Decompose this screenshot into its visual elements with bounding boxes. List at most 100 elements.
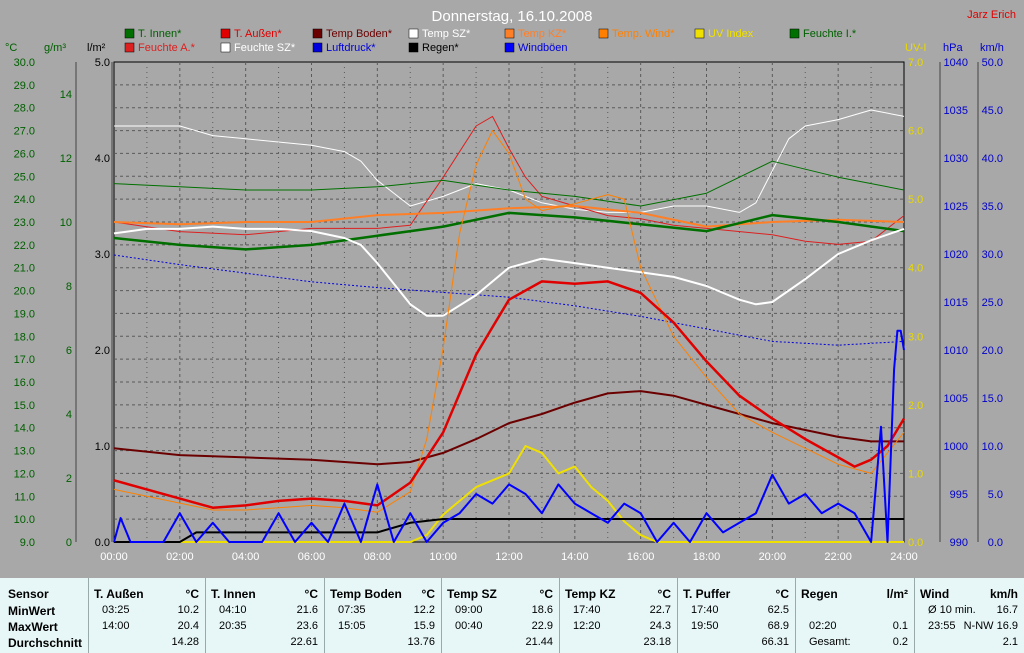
series-lines	[113, 109, 906, 543]
temperature-axis-tick-label: 27.0	[14, 126, 35, 138]
temperature-axis-tick-label: 23.0	[14, 217, 35, 229]
temperature-axis-tick-label: 29.0	[14, 80, 35, 92]
legend-swatch	[124, 28, 135, 39]
wind-axis-tick-label: 40.0	[982, 153, 1003, 165]
legend-swatch	[504, 42, 515, 53]
uv-axis-tick-label: 7.0	[908, 57, 923, 69]
rain-axis-tick-label: 5.0	[95, 57, 110, 69]
stats-column: Temp Boden °C 07:35 12.2 15:05 15.9 13.76	[324, 578, 442, 653]
temperature-axis-tick-label: 30.0	[14, 57, 35, 69]
x-tick-label: 20:00	[759, 551, 787, 563]
stats-min-value: 22.7	[649, 604, 671, 616]
stats-unit: km/h	[989, 587, 1018, 601]
stats-unit: °C	[657, 587, 671, 601]
series-line-temp-wind	[113, 130, 905, 513]
humidity-axis-unit-label: g/m³	[44, 42, 66, 54]
sensor-header: Sensor	[8, 587, 49, 601]
temperature-axis-tick-label: 10.0	[14, 514, 35, 526]
wind-axis-unit-label: km/h	[980, 42, 1004, 54]
series-line-temp-boden	[113, 390, 904, 466]
legend: T. Innen* T. Außen* Temp Boden* Temp SZ* Tem…	[124, 28, 857, 54]
wind-axis-tick-label: 50.0	[982, 57, 1003, 69]
stats-max-time: 20:35	[219, 620, 247, 632]
stats-average: 21.44	[525, 636, 553, 648]
stats-min-time: 17:40	[573, 604, 601, 616]
uv-axis-tick-label: 1.0	[908, 468, 923, 480]
series-line-regen	[114, 518, 904, 543]
legend-swatch	[789, 28, 800, 39]
humidity-axis-tick-label: 4	[66, 409, 72, 421]
wind-axis-tick-label: 0.0	[988, 537, 1003, 549]
legend-swatch	[220, 28, 231, 39]
stats-min-value: 12.2	[413, 604, 435, 616]
stats-max-time: 14:00	[102, 620, 130, 632]
pressure-axis-tick-label: 1035	[944, 105, 968, 117]
stats-sensor-name: T. Außen	[94, 587, 144, 601]
x-tick-label: 06:00	[298, 551, 326, 563]
stats-sensor-name: Wind	[920, 587, 950, 601]
stats-column: Temp KZ °C 17:40 22.7 12:20 24.3 23.18	[559, 578, 678, 653]
stats-max-value: N-NW 16.9	[963, 620, 1018, 632]
stats-min-value: 16.7	[996, 604, 1018, 616]
humidity-axis-tick-label: 14	[60, 89, 72, 101]
x-tick-label: 02:00	[166, 551, 194, 563]
legend-label: Feuchte I.*	[803, 28, 857, 40]
stats-column: T. Innen °C 04:10 21.6 20:35 23.6 22.61	[205, 578, 325, 653]
stats-max-value: 23.6	[296, 620, 318, 632]
uv-axis-tick-label: 0.0	[908, 537, 923, 549]
stats-average: 0.2	[892, 636, 908, 648]
pressure-axis-tick-label: 1040	[944, 57, 968, 69]
pressure-axis-tick-label: 1015	[944, 297, 968, 309]
rain-axis-tick-label: 2.0	[95, 345, 110, 357]
weather-chart: Donnerstag, 16.10.2008 Jarz Erich 30.0 29…	[5, 8, 1016, 563]
stats-column: T. Puffer °C 17:40 62.5 19:50 68.9 66.31	[677, 578, 796, 653]
uv-axis-tick-label: 3.0	[908, 331, 923, 343]
rain-axis-tick-label: 4.0	[95, 153, 110, 165]
humidity-axis-tick-label: 2	[66, 473, 72, 485]
stats-unit: °C	[539, 587, 553, 601]
legend-swatch	[312, 42, 323, 53]
stats-average: 22.61	[290, 636, 318, 648]
legend-swatch	[408, 28, 419, 39]
stats-max-time: 00:40	[455, 620, 483, 632]
stats-avg-label: Gesamt:	[809, 636, 851, 648]
stats-average: 23.18	[643, 636, 671, 648]
stats-min-time: 17:40	[691, 604, 719, 616]
temperature-axis-tick-label: 17.0	[14, 354, 35, 366]
wind-axis-tick-label: 10.0	[982, 441, 1003, 453]
temperature-axis-tick-label: 19.0	[14, 308, 35, 320]
stats-sensor-name: Temp Boden	[330, 587, 402, 601]
series-line-feuchte-i	[113, 160, 905, 207]
author-label: Jarz Erich	[967, 9, 1016, 21]
stats-min-time: 07:35	[338, 604, 366, 616]
legend-swatch	[504, 28, 515, 39]
stats-sensor-name: Temp SZ	[447, 587, 497, 601]
stats-min-time: Ø 10 min.	[928, 604, 976, 616]
stats-unit: °C	[775, 587, 789, 601]
humidity-axis-tick-label: 8	[66, 281, 72, 293]
temperature-axis-tick-label: 12.0	[14, 468, 35, 480]
temperature-axis-tick-label: 13.0	[14, 446, 35, 458]
chart-title: Donnerstag, 16.10.2008	[432, 8, 593, 25]
stats-min-value: 62.5	[767, 604, 789, 616]
pressure-axis-tick-label: 1010	[944, 345, 968, 357]
x-tick-label: 10:00	[429, 551, 457, 563]
stats-min-value: 18.6	[531, 604, 553, 616]
temperature-axis-tick-label: 22.0	[14, 240, 35, 252]
temp-axis-unit-label: °C	[5, 42, 17, 54]
stats-sensor-name: Regen	[801, 587, 838, 601]
x-tick-label: 24:00	[890, 551, 918, 563]
stats-max-time: 23:55	[928, 620, 956, 632]
legend-label: T. Innen*	[138, 28, 182, 40]
stats-max-value: 22.9	[531, 620, 553, 632]
x-tick-label: 18:00	[693, 551, 721, 563]
series-line-luftdruck	[113, 254, 905, 346]
rain-axis-tick-label: 3.0	[95, 249, 110, 261]
stats-min-time: 09:00	[455, 604, 483, 616]
legend-swatch	[694, 28, 705, 39]
legend-swatch	[312, 28, 323, 39]
legend-label: Windböen	[518, 42, 568, 54]
stats-unit: l/m²	[886, 587, 908, 601]
maxwert-label: MaxWert	[8, 620, 58, 634]
humidity-axis-tick-label: 10	[60, 217, 72, 229]
